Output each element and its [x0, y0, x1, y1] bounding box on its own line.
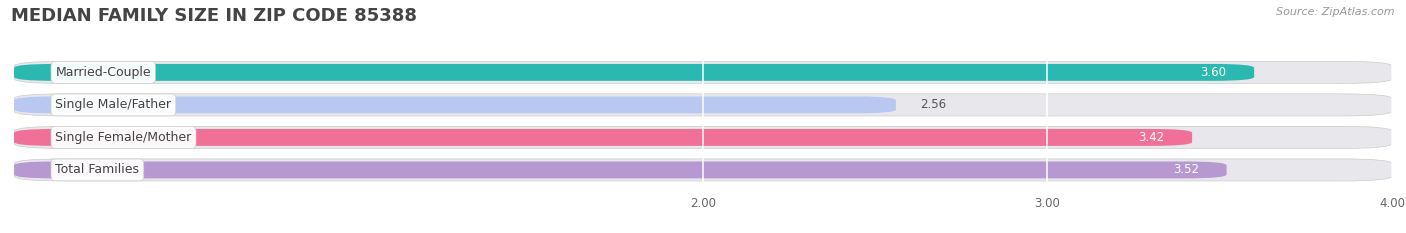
Text: 3.42: 3.42	[1139, 131, 1164, 144]
FancyBboxPatch shape	[14, 161, 1226, 178]
Text: Single Male/Father: Single Male/Father	[55, 98, 172, 111]
FancyBboxPatch shape	[14, 61, 1392, 83]
FancyBboxPatch shape	[14, 64, 1254, 81]
Text: Married-Couple: Married-Couple	[55, 66, 150, 79]
Text: Source: ZipAtlas.com: Source: ZipAtlas.com	[1277, 7, 1395, 17]
FancyBboxPatch shape	[14, 94, 1392, 116]
Text: Single Female/Mother: Single Female/Mother	[55, 131, 191, 144]
Text: MEDIAN FAMILY SIZE IN ZIP CODE 85388: MEDIAN FAMILY SIZE IN ZIP CODE 85388	[11, 7, 418, 25]
FancyBboxPatch shape	[14, 129, 1192, 146]
Text: Total Families: Total Families	[55, 163, 139, 176]
FancyBboxPatch shape	[14, 96, 896, 113]
FancyBboxPatch shape	[14, 126, 1392, 148]
Text: 2.56: 2.56	[920, 98, 946, 111]
Text: 3.60: 3.60	[1201, 66, 1226, 79]
Text: 3.52: 3.52	[1173, 163, 1199, 176]
FancyBboxPatch shape	[14, 159, 1392, 181]
